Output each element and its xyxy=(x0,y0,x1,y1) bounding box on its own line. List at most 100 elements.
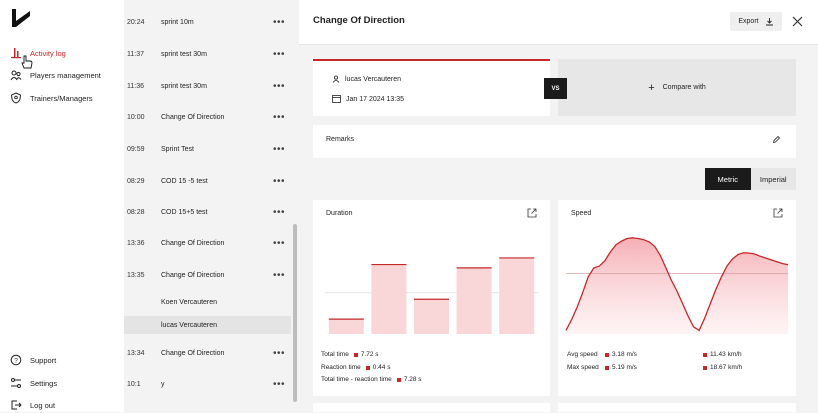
speed-line xyxy=(565,237,789,332)
sidebar-item-support[interactable]: ? Support xyxy=(10,352,56,368)
list-item[interactable]: 09:59 Sprint Test ••• xyxy=(124,138,291,160)
chart-title: Speed xyxy=(571,210,592,217)
sidebar-item-log-out[interactable]: Log out xyxy=(10,397,55,413)
stat-value: 7.72 s xyxy=(360,351,379,358)
external-link-icon[interactable] xyxy=(527,208,537,218)
more-options-icon[interactable]: ••• xyxy=(272,206,285,218)
more-options-icon[interactable]: ••• xyxy=(272,237,285,249)
edit-icon[interactable] xyxy=(772,135,781,144)
bar xyxy=(328,319,364,334)
stat-value: 0.44 s xyxy=(372,364,391,371)
activity-name: y xyxy=(161,380,165,388)
red-square-icon xyxy=(605,365,609,370)
activity-date: Jan 17 2024 13:35 xyxy=(346,95,404,103)
list-scrollbar[interactable] xyxy=(293,224,297,402)
more-options-icon[interactable]: ••• xyxy=(272,111,285,123)
sidebar-item-settings[interactable]: Settings xyxy=(10,375,57,391)
sidebar-item-trainers-managers[interactable]: Trainers/Managers xyxy=(10,90,93,106)
stat-total-minus-reaction: Total time - reaction time 7.28 s xyxy=(321,376,422,383)
athlete-row: lucas Vercauteren xyxy=(332,75,401,83)
stat-max-speed: Max speed 5.19 m/s 18.67 km/h xyxy=(567,364,742,371)
red-square-icon xyxy=(605,352,609,357)
hand-cursor-icon xyxy=(21,55,33,69)
settings-icon xyxy=(11,378,21,388)
plus-icon: + xyxy=(648,81,655,94)
activity-name: sprint test 30m xyxy=(161,50,207,58)
red-square-icon xyxy=(396,377,401,382)
metric-toggle[interactable]: Metric xyxy=(705,168,751,190)
activity-time: 11:36 xyxy=(127,82,144,90)
bar xyxy=(414,299,449,334)
more-options-icon[interactable]: ••• xyxy=(272,175,285,187)
unit-toggle: Metric Imperial xyxy=(705,168,796,190)
more-options-icon[interactable]: ••• xyxy=(272,378,285,390)
next-card xyxy=(558,403,796,412)
more-options-icon[interactable]: ••• xyxy=(272,347,285,359)
activity-name: Change Of Direction xyxy=(161,113,225,121)
list-item[interactable]: 10:1 y ••• xyxy=(124,373,291,395)
list-subitem-selected[interactable]: lucas Vercauteren xyxy=(124,316,291,334)
vs-badge: VS xyxy=(544,78,567,99)
export-button[interactable]: Export xyxy=(730,12,782,31)
athlete-name: lucas Vercauteren xyxy=(345,75,402,83)
external-link-icon[interactable] xyxy=(773,208,783,218)
activity-name: Sprint Test xyxy=(161,145,194,153)
stat-value-kmh: 11.43 km/h xyxy=(710,351,742,358)
red-square-icon xyxy=(353,352,358,357)
activity-time: 08:29 xyxy=(127,177,145,185)
remarks-card: Remarks xyxy=(313,125,796,158)
page-title: Change Of Direction xyxy=(313,15,405,26)
list-item[interactable]: 08:29 COD 15 -5 test ••• xyxy=(124,170,291,192)
activity-time: 10:00 xyxy=(127,113,145,121)
more-options-icon[interactable]: ••• xyxy=(272,143,285,155)
list-item[interactable]: 13:35 Change Of Direction ••• xyxy=(124,264,291,286)
chart-title: Duration xyxy=(326,210,353,217)
close-icon[interactable] xyxy=(791,15,804,28)
more-options-icon[interactable]: ••• xyxy=(272,269,285,281)
shield-icon xyxy=(10,92,22,104)
sidebar-item-activity-log[interactable]: Activity log xyxy=(10,45,66,61)
activity-list: 20:24 sprint 10m ••• 11:37 sprint test 3… xyxy=(124,0,299,412)
sidebar-item-label: Log out xyxy=(30,400,56,410)
activity-time: 13:35 xyxy=(127,271,145,279)
list-item[interactable]: 08:28 COD 15+5 test ••• xyxy=(124,201,291,223)
more-options-icon[interactable]: ••• xyxy=(272,48,285,60)
stat-value: 7.28 s xyxy=(403,376,422,383)
imperial-toggle[interactable]: Imperial xyxy=(759,174,787,184)
list-subitem[interactable]: Koen Vercauteren xyxy=(124,293,291,311)
next-card xyxy=(313,403,550,412)
stopwatch-icon xyxy=(11,48,21,59)
list-item[interactable]: 13:34 Change Of Direction ••• xyxy=(124,342,291,364)
list-item[interactable]: 20:24 sprint 10m ••• xyxy=(124,11,291,33)
stat-label: Total time - reaction time xyxy=(321,376,392,383)
list-item[interactable]: 11:36 sprint test 30m ••• xyxy=(124,75,291,97)
activity-time: 09:59 xyxy=(127,145,145,153)
activity-time: 08:28 xyxy=(127,208,145,216)
athlete-name: Koen Vercauteren xyxy=(161,298,218,306)
list-item[interactable]: 11:37 sprint test 30m ••• xyxy=(124,43,291,65)
bar xyxy=(456,267,492,334)
sidebar-item-players-management[interactable]: Players management xyxy=(10,67,101,83)
help-icon: ? xyxy=(10,354,22,366)
duration-card: Duration Total time 7.72 s Reaction time 0… xyxy=(313,200,550,396)
compare-with-button[interactable]: + Compare with xyxy=(558,59,796,116)
activity-name: Change Of Direction xyxy=(161,271,225,279)
activity-time: 13:36 xyxy=(127,239,145,247)
bar xyxy=(499,257,535,334)
activity-time: 20:24 xyxy=(127,18,145,26)
stat-label: Max speed xyxy=(567,364,599,371)
red-square-icon xyxy=(365,365,370,370)
list-item[interactable]: 13:36 Change Of Direction ••• xyxy=(124,232,291,254)
sidebar-item-label: Trainers/Managers xyxy=(30,93,93,103)
athlete-card: lucas Vercauteren Jan 17 2024 13:35 xyxy=(313,59,550,116)
bar xyxy=(371,264,407,334)
user-icon xyxy=(332,75,340,83)
speed-area xyxy=(566,237,788,334)
more-options-icon[interactable]: ••• xyxy=(272,80,285,92)
activity-time: 11:37 xyxy=(127,50,144,58)
activity-name: sprint 10m xyxy=(161,18,194,26)
list-item[interactable]: 10:00 Change Of Direction ••• xyxy=(124,106,291,128)
stat-total-time: Total time 7.72 s xyxy=(321,351,379,358)
more-options-icon[interactable]: ••• xyxy=(272,16,285,28)
calendar-icon xyxy=(332,95,341,103)
